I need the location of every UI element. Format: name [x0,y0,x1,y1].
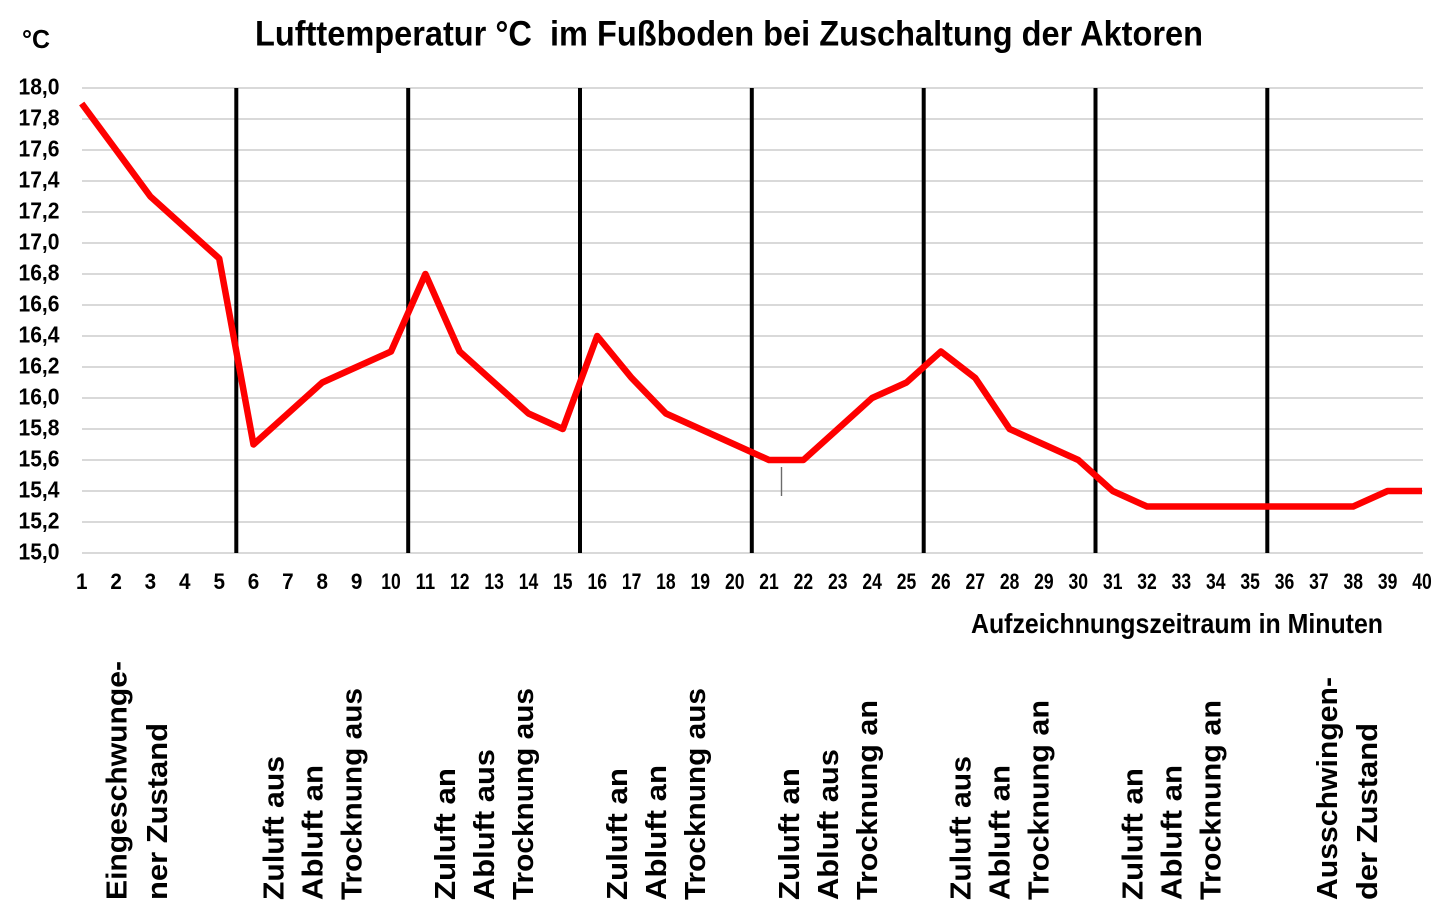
svg-text:25: 25 [897,569,917,594]
svg-text:16,0: 16,0 [19,383,60,409]
svg-text:34: 34 [1206,569,1226,594]
svg-text:Abluft aus: Abluft aus [813,749,845,900]
svg-text:16,2: 16,2 [19,352,60,378]
svg-text:8: 8 [317,569,329,594]
svg-text:33: 33 [1172,569,1192,594]
svg-text:13: 13 [484,569,504,594]
svg-text:40: 40 [1412,569,1432,594]
svg-text:15,0: 15,0 [19,538,60,564]
svg-text:ner Zustand: ner Zustand [142,723,174,900]
svg-text:36: 36 [1275,569,1295,594]
svg-text:39: 39 [1378,569,1398,594]
svg-text:°C: °C [22,24,50,54]
svg-text:Ausschwingen-: Ausschwingen- [1312,677,1344,900]
svg-text:37: 37 [1309,569,1329,594]
svg-text:4: 4 [179,569,191,594]
svg-text:Lufttemperatur °C im Fußboden: Lufttemperatur °C im Fußboden bei Zuscha… [255,15,1203,54]
svg-text:Aufzeichnungszeitraum in Minut: Aufzeichnungszeitraum in Minuten [971,608,1383,639]
svg-text:Abluft an: Abluft an [641,765,673,900]
svg-text:Trocknung aus: Trocknung aus [337,688,369,900]
svg-text:26: 26 [931,569,951,594]
svg-text:15: 15 [553,569,573,594]
svg-text:17,8: 17,8 [19,104,60,130]
svg-text:Trocknung an: Trocknung an [1024,700,1056,900]
svg-text:32: 32 [1137,569,1157,594]
svg-text:17,0: 17,0 [19,228,60,254]
svg-text:Eingeschwunge-: Eingeschwunge- [102,661,134,900]
svg-text:Zuluft an: Zuluft an [1118,768,1150,900]
svg-text:23: 23 [828,569,848,594]
svg-text:Abluft an: Abluft an [985,765,1017,900]
svg-text:16,8: 16,8 [19,259,60,285]
svg-text:der Zustand: der Zustand [1352,723,1384,900]
svg-text:Zuluft an: Zuluft an [430,768,462,900]
svg-text:Abluft an: Abluft an [1157,765,1189,900]
svg-text:38: 38 [1343,569,1363,594]
svg-text:19: 19 [691,569,711,594]
svg-text:17,2: 17,2 [19,197,60,223]
svg-text:Trocknung aus: Trocknung aus [508,688,540,900]
svg-text:Trocknung an: Trocknung an [852,700,884,900]
svg-text:18: 18 [656,569,676,594]
svg-text:35: 35 [1240,569,1260,594]
svg-text:30: 30 [1069,569,1089,594]
svg-text:5: 5 [213,569,225,594]
svg-text:14: 14 [519,569,539,594]
svg-text:Trocknung an: Trocknung an [1196,700,1228,900]
svg-text:Abluft aus: Abluft aus [469,749,501,900]
svg-text:15,2: 15,2 [19,507,60,533]
svg-text:15,4: 15,4 [19,476,60,502]
svg-text:17,6: 17,6 [19,135,60,161]
svg-text:12: 12 [450,569,470,594]
svg-text:2: 2 [110,569,122,594]
svg-text:Trocknung aus: Trocknung aus [680,688,712,900]
svg-text:Zuluft aus: Zuluft aus [946,756,978,900]
svg-text:16: 16 [587,569,607,594]
svg-text:22: 22 [794,569,814,594]
svg-text:16,4: 16,4 [19,321,60,347]
svg-text:21: 21 [759,569,779,594]
svg-text:10: 10 [381,569,401,594]
svg-text:9: 9 [351,569,363,594]
svg-text:Zuluft aus: Zuluft aus [259,756,291,900]
svg-text:20: 20 [725,569,745,594]
svg-text:17: 17 [622,569,642,594]
svg-text:3: 3 [145,569,157,594]
svg-text:16,6: 16,6 [19,290,60,316]
svg-text:Abluft an: Abluft an [298,765,330,900]
svg-text:27: 27 [965,569,985,594]
svg-text:24: 24 [862,569,882,594]
svg-text:1: 1 [76,569,88,594]
svg-text:31: 31 [1103,569,1123,594]
svg-text:7: 7 [282,569,294,594]
svg-text:6: 6 [248,569,260,594]
svg-text:11: 11 [416,569,436,594]
svg-text:15,8: 15,8 [19,414,60,440]
svg-text:18,0: 18,0 [19,73,60,99]
svg-text:17,4: 17,4 [19,166,60,192]
svg-text:29: 29 [1034,569,1054,594]
svg-text:Zuluft an: Zuluft an [774,768,806,900]
svg-text:28: 28 [1000,569,1020,594]
svg-text:15,6: 15,6 [19,445,60,471]
svg-text:Zuluft an: Zuluft an [602,768,634,900]
